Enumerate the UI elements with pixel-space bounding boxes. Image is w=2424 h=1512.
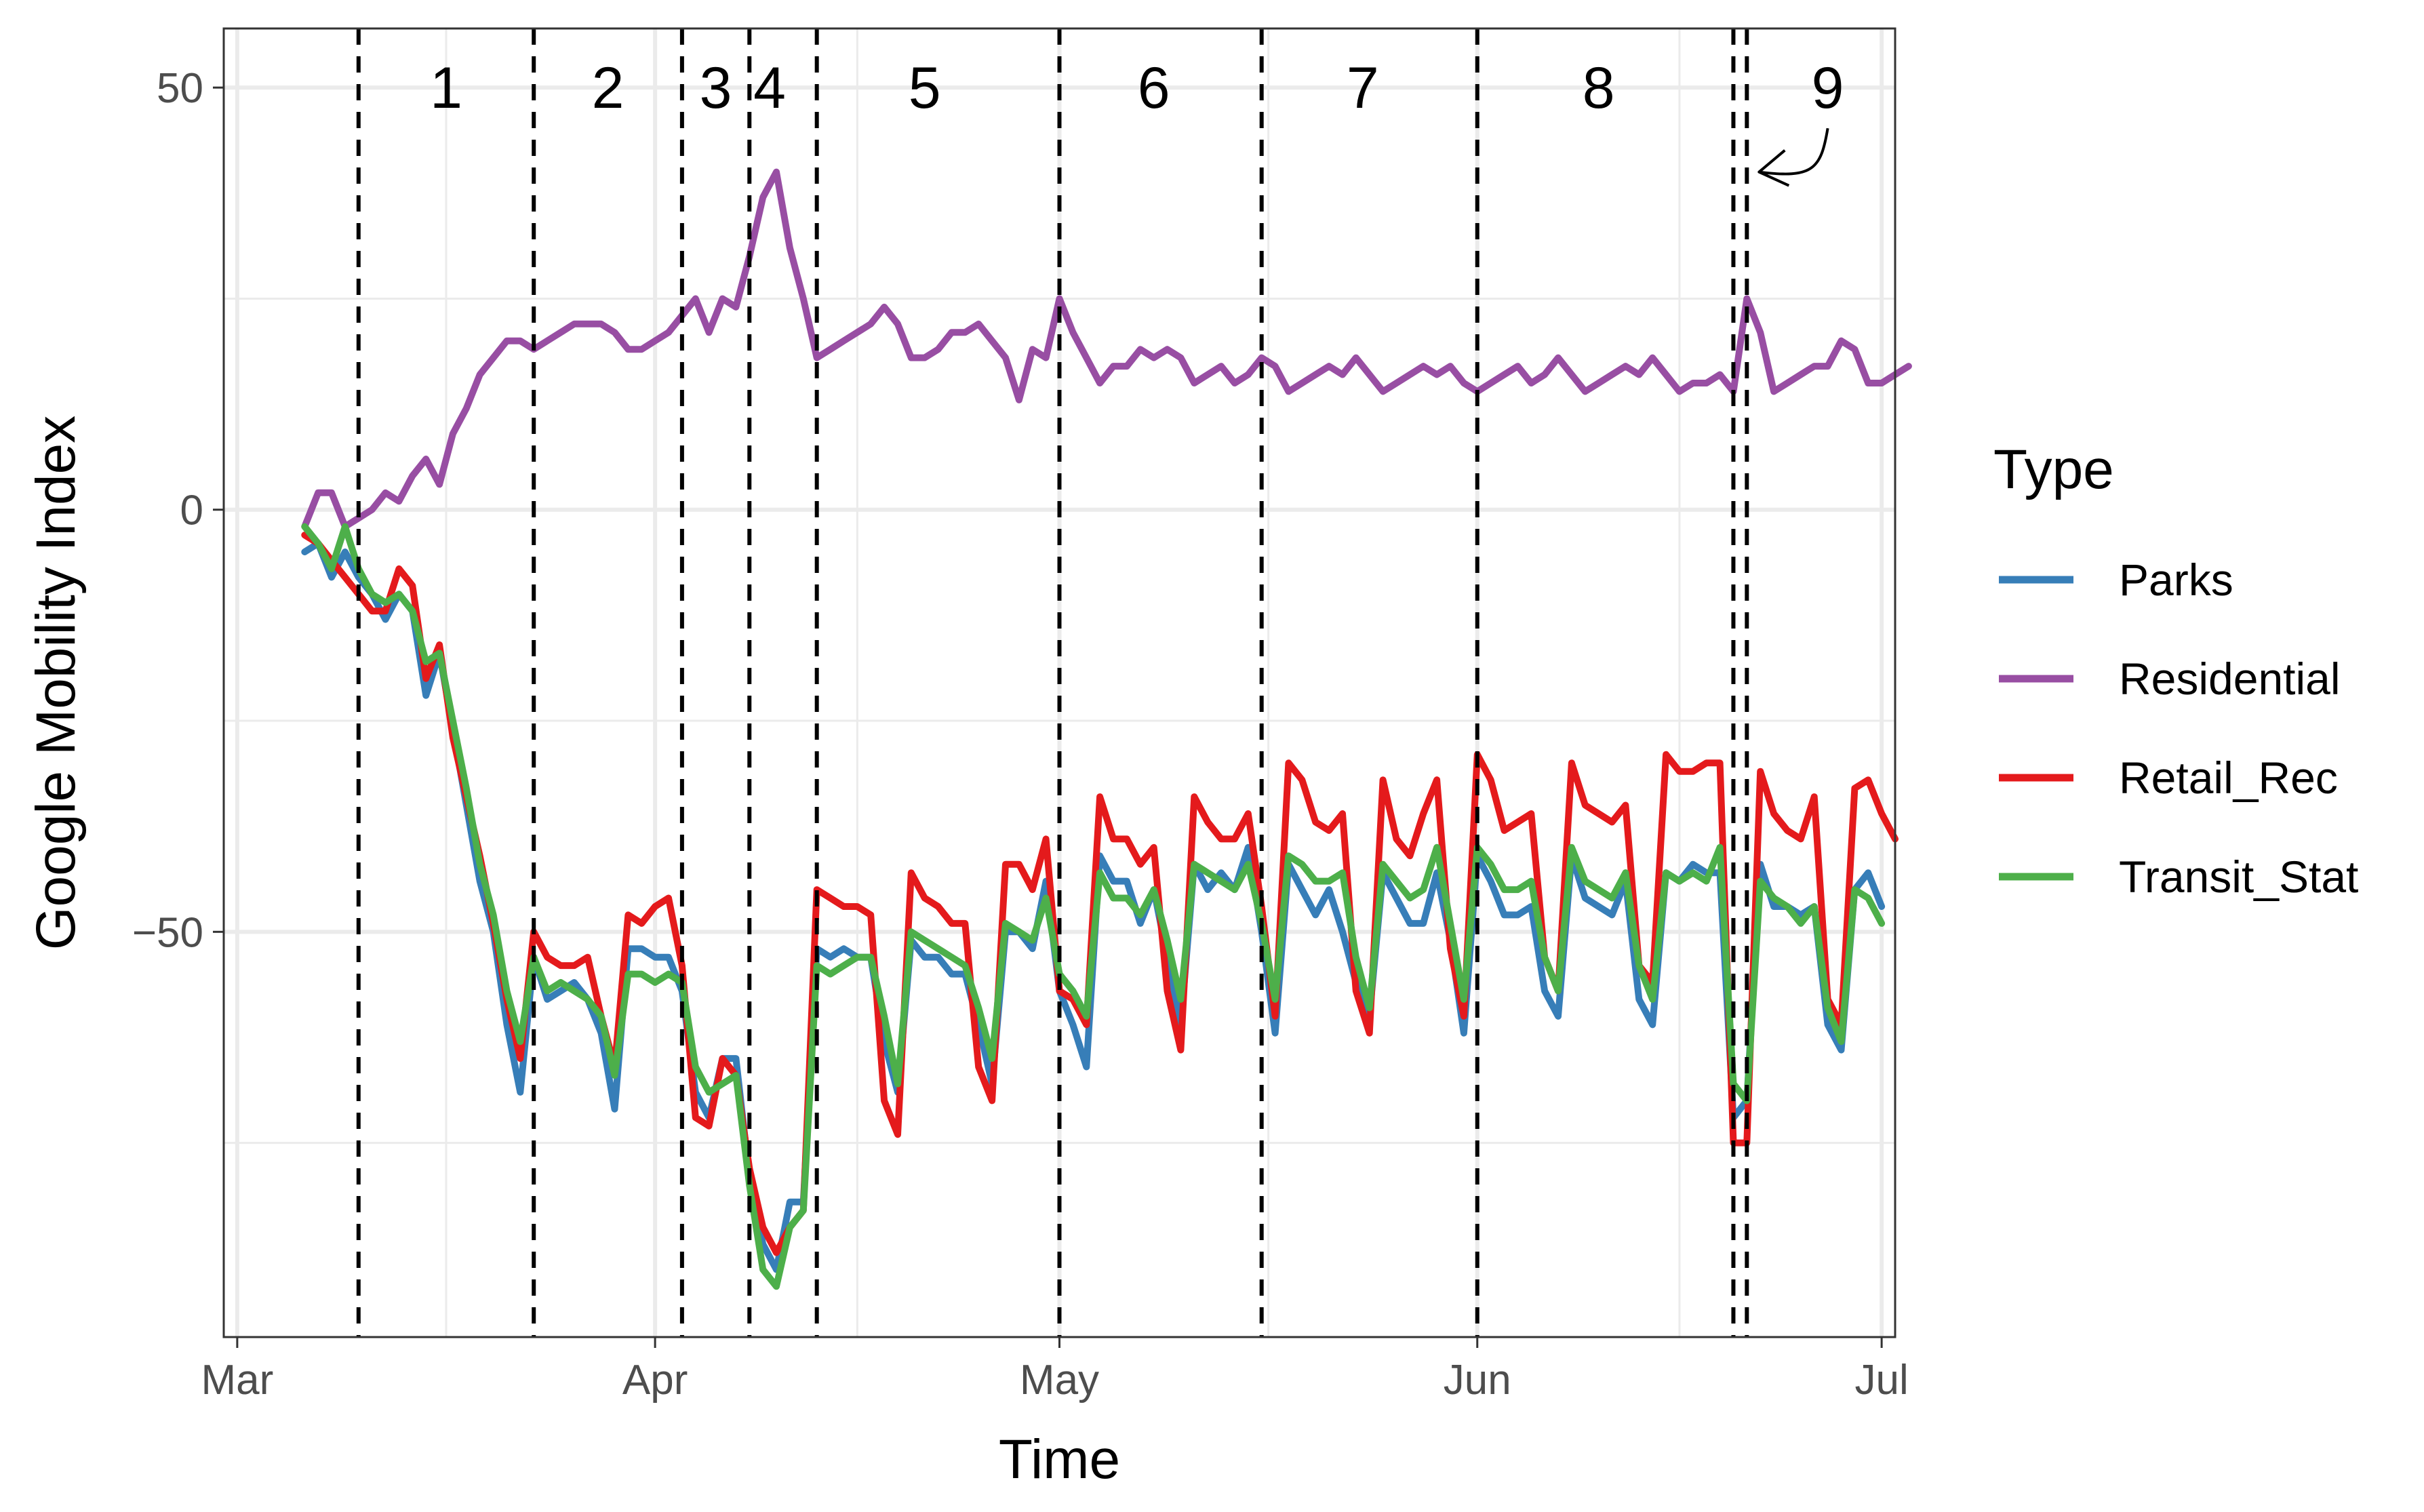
legend-label-residential: Residential [2119,654,2341,704]
series-line-transit-stat [301,523,1886,1290]
x-tick-label: May [1020,1357,1099,1404]
phase-label-7: 7 [1347,56,1379,121]
y-axis-title: Google Mobility Index [25,416,87,951]
legend-label-transit-stat: Transit_Stat [2119,852,2358,902]
series-line-residential [301,168,1912,530]
x-tick-label: Jul [1854,1357,1908,1404]
legend-label-parks: Parks [2119,555,2233,605]
x-tick-label: Jun [1444,1357,1511,1404]
x-tick-label: Mar [201,1357,273,1404]
phase-label-6: 6 [1138,56,1170,121]
legend-title: Type [1993,439,2114,500]
axis-layer: 50 0 −50 Mar Apr May Jun Jul Time Google Mobility… [25,65,1909,1490]
y-tick-label: 0 [180,488,203,534]
phase-label-8: 8 [1583,56,1615,121]
series-layer [301,168,1912,1290]
x-axis-title: Time [999,1429,1120,1490]
phase-label-1: 1 [430,56,462,121]
phase-label-3: 3 [700,56,732,121]
phase-label-9: 9 [1812,56,1844,121]
x-tick-label: Apr [622,1357,688,1404]
legend: Type Parks Residential Retail_Rec Transit_St… [1993,439,2358,902]
phase-label-4: 4 [753,56,786,121]
annotation-arrow [1759,127,1829,176]
y-tick-label: 50 [157,65,203,112]
y-tick-label: −50 [132,909,203,956]
phase-label-2: 2 [592,56,624,121]
legend-label-retail-rec: Retail_Rec [2119,753,2338,803]
series-line-retail-rec [301,532,1899,1256]
annotation-arrowhead [1757,149,1790,187]
phase-label-5: 5 [909,56,941,121]
